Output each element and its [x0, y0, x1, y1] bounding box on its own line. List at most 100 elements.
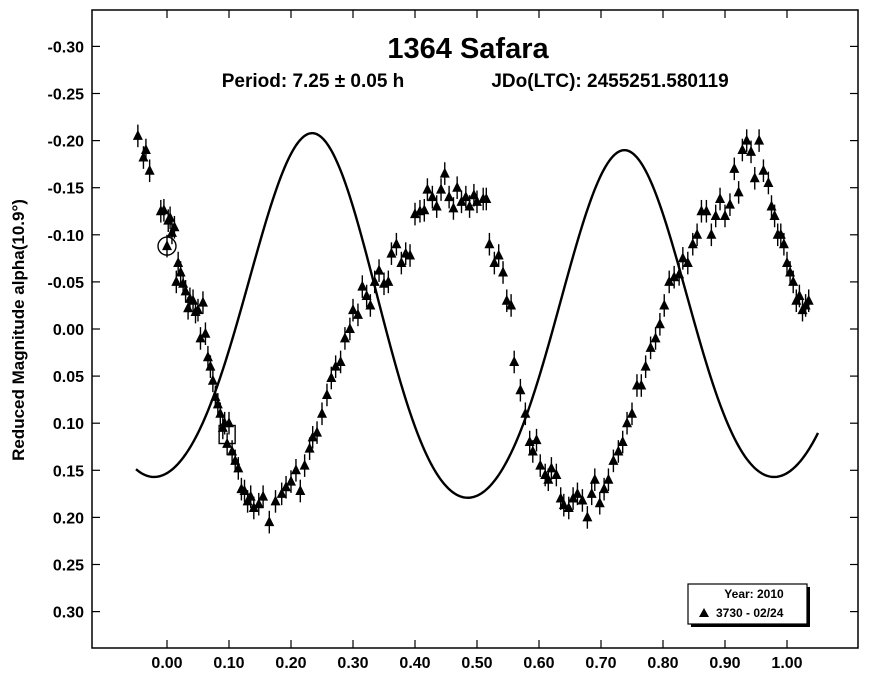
chart-subtitle-epoch: JDo(LTC): 2455251.580119	[491, 71, 728, 92]
data-point	[144, 164, 155, 175]
data-point	[304, 442, 315, 453]
data-point	[165, 211, 176, 222]
data-point	[720, 209, 730, 220]
data-point	[197, 296, 208, 307]
y-tick-label: -0.30	[48, 39, 85, 56]
data-point	[674, 268, 685, 279]
data-point	[207, 374, 218, 385]
data-point	[264, 516, 275, 527]
data-point	[551, 469, 562, 480]
data-point	[335, 355, 346, 366]
data-point	[749, 172, 760, 183]
y-tick-label: 0.15	[53, 463, 84, 480]
data-point	[439, 167, 450, 178]
y-tick-label: -0.10	[48, 228, 85, 245]
data-point	[563, 501, 574, 512]
data-point	[622, 417, 633, 428]
y-tick-label: -0.25	[48, 87, 85, 104]
data-point	[664, 275, 675, 286]
y-tick-label: -0.15	[48, 181, 85, 198]
data-point	[321, 388, 332, 399]
data-point	[546, 462, 557, 473]
data-point	[448, 202, 459, 213]
x-tick-label: 0.20	[275, 655, 306, 672]
data-point	[158, 204, 169, 215]
data-point	[715, 193, 726, 204]
x-tick-label: 0.40	[399, 655, 430, 672]
data-point	[422, 183, 433, 194]
data-point	[431, 200, 442, 211]
data-point	[763, 176, 774, 187]
data-point	[746, 145, 757, 156]
data-point	[506, 299, 517, 310]
x-tick-label: 0.30	[337, 655, 368, 672]
data-point	[180, 285, 191, 296]
data-point	[200, 327, 211, 338]
plot-frame	[91, 9, 859, 649]
data-point	[460, 191, 471, 202]
data-point	[724, 198, 735, 209]
data-point	[706, 228, 717, 239]
data-point	[481, 193, 492, 204]
data-point	[281, 481, 292, 492]
x-tick-label: 0.60	[523, 655, 554, 672]
data-point	[572, 487, 583, 498]
y-tick-label: 0.05	[53, 369, 84, 386]
data-point	[169, 221, 180, 232]
data-point	[326, 371, 337, 382]
x-tick-label: 0.50	[461, 655, 492, 672]
data-point	[312, 426, 323, 437]
data-point	[258, 490, 269, 501]
chart-title: 1364 Safara	[387, 33, 549, 65]
data-point	[173, 257, 184, 268]
data-point	[290, 464, 301, 475]
data-point	[636, 379, 647, 390]
data-point	[650, 332, 661, 343]
data-point	[778, 238, 789, 249]
data-point	[427, 191, 438, 202]
y-axis-label: Reduced Magnitude alpha(10.9°)	[9, 199, 28, 461]
data-point	[515, 384, 526, 395]
circle-marker	[157, 236, 177, 256]
data-point	[613, 445, 624, 456]
data-point	[330, 360, 341, 371]
data-point	[472, 195, 482, 206]
data-point	[369, 275, 380, 286]
data-point	[464, 200, 475, 211]
legend-year: Year: 2010	[724, 587, 784, 601]
data-point	[627, 407, 637, 418]
data-point	[299, 459, 310, 470]
data-point	[162, 240, 172, 251]
data-points-layer	[132, 124, 814, 534]
data-point	[253, 498, 264, 509]
legend: Year: 2010 3730 - 02/24	[687, 583, 810, 627]
data-point	[248, 501, 259, 512]
data-point	[603, 473, 614, 484]
y-tick-label: 0.20	[53, 510, 84, 527]
data-point	[171, 275, 182, 286]
data-point	[788, 275, 799, 286]
data-point	[501, 294, 512, 305]
legend-marker-triangle	[699, 608, 709, 617]
data-point	[195, 332, 206, 343]
data-point	[419, 204, 430, 215]
data-point	[436, 183, 447, 194]
data-point	[794, 290, 805, 301]
data-point	[754, 134, 765, 145]
data-point	[484, 238, 495, 249]
data-point	[215, 407, 226, 418]
data-point	[295, 485, 306, 496]
data-point	[803, 294, 814, 305]
data-point	[386, 247, 397, 258]
data-point	[396, 257, 407, 268]
square-marker	[218, 424, 236, 445]
data-point	[594, 497, 605, 508]
data-point	[669, 271, 680, 282]
data-point	[365, 299, 376, 310]
data-point	[509, 355, 520, 366]
data-point	[175, 266, 186, 277]
data-point	[654, 318, 665, 329]
data-point	[361, 290, 372, 301]
data-point	[410, 208, 420, 219]
